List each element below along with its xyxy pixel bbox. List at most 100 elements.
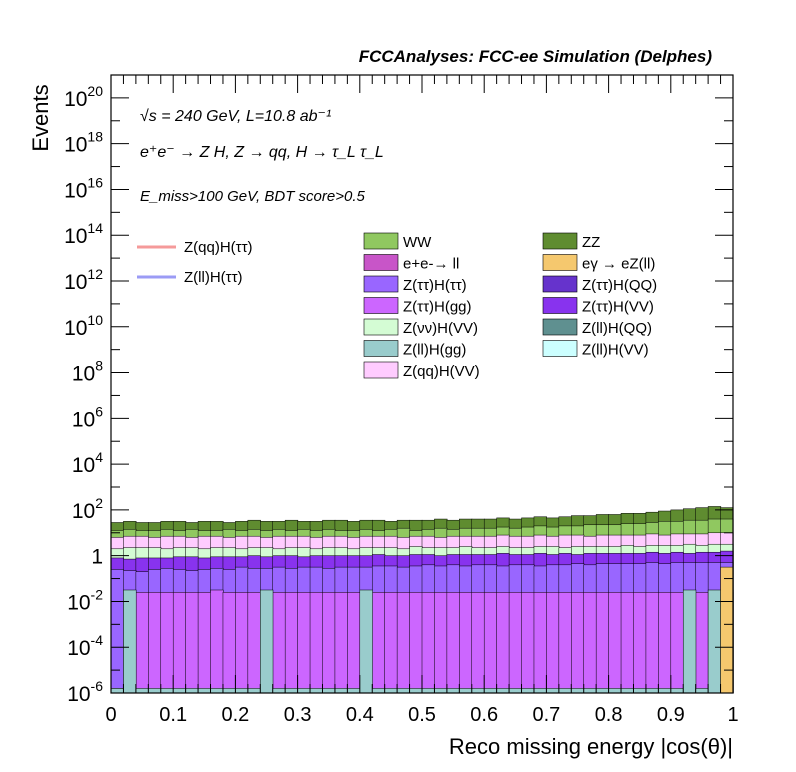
legend-label: Z(ττ)H(VV) (582, 299, 654, 316)
legend-label: Z(ττ)H(gg) (403, 299, 472, 316)
bar-ztt_hgg-13 (272, 592, 286, 694)
bar-teal_lowest-45 (670, 688, 684, 694)
legend-swatch (363, 232, 399, 250)
bar-teal_lowest-21 (371, 688, 386, 694)
bar-ztt_hgg-44 (658, 592, 672, 694)
bar-ztt_hgg-11 (247, 592, 261, 694)
legend-swatch (363, 318, 399, 336)
legend-label: Z(ll)H(VV) (582, 342, 649, 359)
bar-teal_lowest-3 (148, 688, 162, 694)
legend-swatch (542, 318, 578, 336)
bar-teal_lowest-47 (695, 688, 709, 694)
bar-teal_lowest-19 (347, 688, 361, 694)
bar-teal_lowest-17 (322, 688, 336, 694)
bar-teal_lowest-35 (546, 688, 560, 694)
bar-teal_lowest-44 (658, 688, 672, 694)
y-tick-label: 1010 (64, 312, 103, 340)
bar-ztt_hgg-23 (396, 592, 411, 694)
bar-ztt_hgg-36 (558, 592, 572, 694)
annotation-cuts: E_miss>100 GeV, BDT score>0.5 (140, 188, 365, 205)
bar-teal_lowest-5 (172, 688, 187, 694)
bar-ztt_hgg-33 (521, 592, 535, 694)
legend-label: eγ → eZ(ll) (582, 256, 655, 273)
legend-label: WW (403, 234, 432, 251)
bar-teal_lowest-25 (421, 688, 435, 694)
legend-swatch (363, 340, 399, 357)
bar-teal_lowest-0 (110, 688, 124, 694)
bar-ztt_hgg-31 (496, 592, 510, 694)
bar-teal_lowest-7 (197, 688, 212, 694)
x-axis-label: Reco missing energy |cos(θ)| (449, 734, 733, 759)
bar-egamma-last (720, 566, 734, 694)
chart-title: FCCAnalyses: FCC-ee Simulation (Delphes) (359, 47, 713, 66)
bar-ztt_hgg-28 (459, 592, 473, 694)
bar-ztt_hgg-10 (235, 592, 249, 694)
bar-ztt_hgg-4 (160, 592, 174, 694)
bar-teal_lowest-18 (334, 688, 348, 694)
bar-ztt_hgg-30 (483, 592, 498, 694)
bar-teal_lowest-27 (446, 688, 460, 694)
bar-teal_lowest-40 (608, 688, 622, 694)
axis-ticks: 0 0.1 0.2 0.3 0.4 0.5 0.6 0.7 0.8 0.9 1 1020 1018 101… (64, 74, 739, 726)
bar-teal_lowest-38 (583, 688, 597, 694)
bar-teal_lowest-39 (595, 688, 610, 694)
bar-ztt_hgg-40 (608, 592, 622, 694)
legend-swatch (363, 361, 399, 379)
bar-teal_lowest-36 (558, 688, 572, 694)
bar-ztt_hgg-25 (421, 592, 435, 694)
x-tick-label: 0.5 (408, 704, 436, 726)
legend-label: Z(qq)H(VV) (403, 363, 480, 380)
signal-legend-label: Z(qq)H(ττ) (184, 239, 253, 256)
legend-swatch (542, 340, 578, 357)
legend-swatch (542, 297, 578, 314)
y-tick-label: 108 (72, 358, 103, 386)
bar-teal_lowest-20 (359, 589, 373, 694)
x-tick-label: 0.3 (284, 704, 312, 726)
bar-ztt_hgg-41 (620, 592, 635, 694)
bar-ztt_hgg-24 (409, 592, 423, 694)
bar-teal_lowest-43 (645, 688, 659, 694)
legend-swatch (363, 254, 399, 271)
bar-ztt_hgg-32 (508, 592, 523, 694)
x-tick-label: 0.6 (470, 704, 498, 726)
signal-legend-label: Z(ll)H(ττ) (184, 269, 243, 286)
bar-teal_lowest-42 (633, 688, 647, 694)
bar-teal_lowest-10 (235, 688, 249, 694)
bar-ztt_hgg-3 (148, 592, 162, 694)
bar-teal_lowest-1 (123, 589, 137, 694)
legend-label: Z(ττ)H(ττ) (403, 277, 467, 294)
signal-legend: Z(qq)H(ττ) Z(ll)H(ττ) (137, 239, 253, 286)
x-tick-label: 0.4 (346, 704, 374, 726)
bar-ztt_hgg-43 (645, 592, 659, 694)
legend-label: Z(ll)H(gg) (403, 342, 466, 359)
bar-ztt_hgg-38 (583, 592, 597, 694)
y-axis-label: Events (28, 84, 53, 151)
bar-ztt_hgg-18 (334, 592, 348, 694)
bar-ztt_hgg-22 (384, 592, 398, 694)
bar-teal_lowest-32 (508, 688, 523, 694)
bar-teal_lowest-46 (682, 589, 697, 694)
bar-teal_lowest-29 (471, 688, 485, 694)
x-tick-label: 0 (105, 704, 116, 726)
bar-teal_lowest-48 (707, 589, 722, 694)
annotation-block: √s = 240 GeV, L=10.8 ab⁻¹ e⁺e⁻ → Z H, Z … (140, 108, 384, 205)
bar-teal_lowest-9 (222, 688, 236, 694)
x-tick-label: 1 (727, 704, 738, 726)
bar-teal_lowest-11 (247, 688, 261, 694)
y-tick-label: 1014 (64, 220, 103, 248)
legend-label: e+e-→ ll (403, 256, 459, 273)
bar-ztt_hgg-21 (371, 592, 386, 694)
bar-ztt_hgg-2 (135, 592, 149, 694)
legend-swatch (542, 232, 578, 250)
legend-swatch (542, 275, 578, 293)
bar-teal_lowest-22 (384, 688, 398, 694)
bar-teal_lowest-24 (409, 688, 423, 694)
bar-ztt_hgg-45 (670, 592, 684, 694)
bar-ztt_hgg-42 (633, 592, 647, 694)
background-legend: WW ZZ e+e-→ ll eγ → eZ(ll) Z(ττ)H(ττ) Z(ττ)H(… (363, 232, 657, 380)
legend-swatch (363, 297, 399, 314)
y-tick-label: 1018 (64, 129, 103, 157)
bar-teal_lowest-14 (284, 688, 299, 694)
legend-label: Z(ττ)H(QQ) (582, 277, 657, 294)
bar-ztt_hgg-47 (695, 592, 709, 694)
